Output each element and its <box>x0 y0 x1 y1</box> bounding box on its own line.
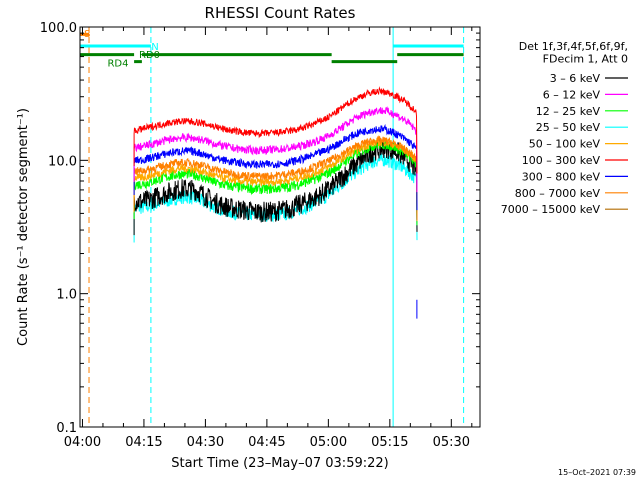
y-axis-label: Count Rate (s⁻¹ detector segment⁻¹) <box>16 108 31 346</box>
legend-label: 100 – 300 keV <box>522 154 601 167</box>
legend-label: 25 – 50 keV <box>536 121 601 134</box>
legend-label: 3 – 6 keV <box>550 72 601 85</box>
plot-frame <box>79 26 481 428</box>
legend-label: 800 – 7000 keV <box>515 187 601 200</box>
y-tick-label: 100.0 <box>40 21 77 36</box>
state-label-rd4: RD4 <box>107 59 128 70</box>
x-tick-label: 05:00 <box>310 435 347 450</box>
y-tick-label: 10.0 <box>48 154 77 169</box>
legend-label: 300 – 800 keV <box>522 170 601 183</box>
y-tick-label: 0.1 <box>56 421 77 436</box>
x-axis-label: Start Time (23–May–07 03:59:22) <box>171 456 388 471</box>
x-tick-label: 04:00 <box>64 435 101 450</box>
state-label-s: S <box>84 29 90 40</box>
series-lines <box>133 86 418 319</box>
series-line-5 <box>133 86 418 174</box>
state-label-rd0: RD0 <box>139 50 160 61</box>
series-line-6 <box>133 123 418 211</box>
legend-header-line: Det 1f,3f,4f,5f,6f,9f, <box>519 40 628 53</box>
legend-header-line: FDecim 1, Att 0 <box>543 53 628 66</box>
legend-label: 7000 – 15000 keV <box>501 203 601 216</box>
series-line-1 <box>133 106 418 193</box>
footer-timestamp: 15–Oct–2021 07:39 <box>558 468 636 477</box>
chart-title: RHESSI Count Rates <box>205 4 356 22</box>
y-tick-label: 1.0 <box>56 288 77 303</box>
x-tick-label: 04:30 <box>187 435 224 450</box>
legend-label: 12 – 25 keV <box>536 105 601 118</box>
legend: Det 1f,3f,4f,5f,6f,9f,FDecim 1, Att 0 3 –… <box>501 40 628 216</box>
series-line-7 <box>133 135 418 221</box>
x-tick-label: 04:15 <box>125 435 162 450</box>
x-tick-label: 04:45 <box>248 435 285 450</box>
state-label-n: N <box>151 42 158 53</box>
legend-label: 50 – 100 keV <box>529 138 601 151</box>
axis-ticks: 04:00 04:15 04:30 04:45 05:00 05:15 05:30 100.0… <box>40 21 480 450</box>
legend-label: 6 – 12 keV <box>543 88 601 101</box>
x-tick-label: 05:15 <box>371 435 408 450</box>
x-tick-label: 05:30 <box>433 435 470 450</box>
state-bars <box>80 32 464 64</box>
